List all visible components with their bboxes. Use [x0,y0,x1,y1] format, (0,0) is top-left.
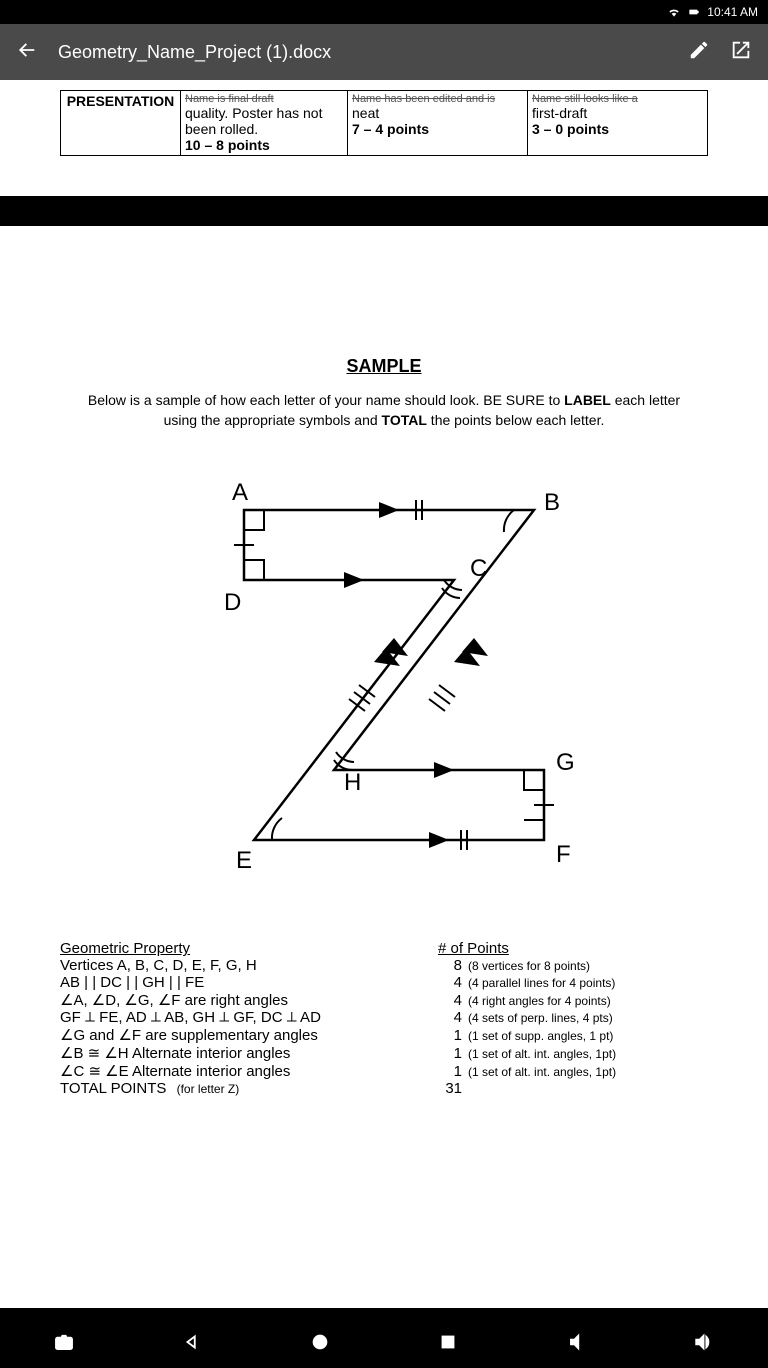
props-row: Vertices A, B, C, D, E, F, G, H8(8 verti… [60,957,708,974]
props-total-label: TOTAL POINTS (for letter Z) [60,1080,430,1097]
wifi-icon [667,5,681,19]
document-page: SAMPLE Below is a sample of how each let… [0,356,768,1097]
clock: 10:41 AM [707,5,758,19]
document-viewport[interactable]: PRESENTATION Name is final draft quality… [0,80,768,1308]
battery-icon [687,5,701,19]
properties-list: Geometric Property # of Points Vertices … [60,940,708,1097]
props-row: ∠B ≅ ∠H Alternate interior angles1(1 set… [60,1044,708,1062]
svg-text:G: G [556,749,575,776]
status-bar: 10:41 AM [0,0,768,24]
sample-heading: SAMPLE [60,356,708,377]
edit-button[interactable] [688,39,710,66]
camera-icon[interactable] [53,1331,75,1358]
sample-description: Below is a sample of how each letter of … [60,391,708,430]
rubric-table: PRESENTATION Name is final draft quality… [60,90,708,156]
rubric-cell: Name is final draft quality. Poster has … [181,91,348,156]
svg-text:E: E [236,847,252,874]
svg-text:A: A [232,479,248,506]
props-total-value: 31 [430,1080,462,1097]
nav-back-button[interactable] [181,1331,203,1358]
rubric-cell: Name has been edited and is neat 7 – 4 p… [348,91,528,156]
document-title: Geometry_Name_Project (1).docx [58,42,668,63]
svg-text:D: D [224,589,241,616]
props-row: ∠C ≅ ∠E Alternate interior angles1(1 set… [60,1062,708,1080]
props-row: ∠G and ∠F are supplementary angles1(1 se… [60,1026,708,1044]
props-row: ∠A, ∠D, ∠G, ∠F are right angles4(4 right… [60,991,708,1009]
android-nav-bar [0,1320,768,1368]
props-header-left: Geometric Property [60,940,430,957]
volume-up-icon[interactable] [693,1331,715,1358]
svg-text:C: C [470,555,487,582]
volume-down-icon[interactable] [565,1331,587,1358]
props-header-right: # of Points [430,940,509,957]
nav-recents-button[interactable] [437,1331,459,1358]
back-button[interactable] [16,39,38,66]
rubric-row-label: PRESENTATION [61,91,181,156]
props-row: GF ⟂ FE, AD ⟂ AB, GH ⟂ GF, DC ⟂ AD4(4 se… [60,1009,708,1026]
document-page: PRESENTATION Name is final draft quality… [0,90,768,196]
props-row: AB | | DC | | GH | | FE4(4 parallel line… [60,974,708,991]
svg-text:B: B [544,489,560,516]
app-bar: Geometry_Name_Project (1).docx [0,24,768,80]
svg-text:H: H [344,769,361,796]
open-external-button[interactable] [730,39,752,66]
svg-text:F: F [556,841,571,868]
letter-z-diagram: A B C D E F G H [164,470,604,900]
rubric-cell: Name still looks like a first-draft 3 – … [528,91,708,156]
page-gap [0,196,768,226]
nav-home-button[interactable] [309,1331,331,1358]
